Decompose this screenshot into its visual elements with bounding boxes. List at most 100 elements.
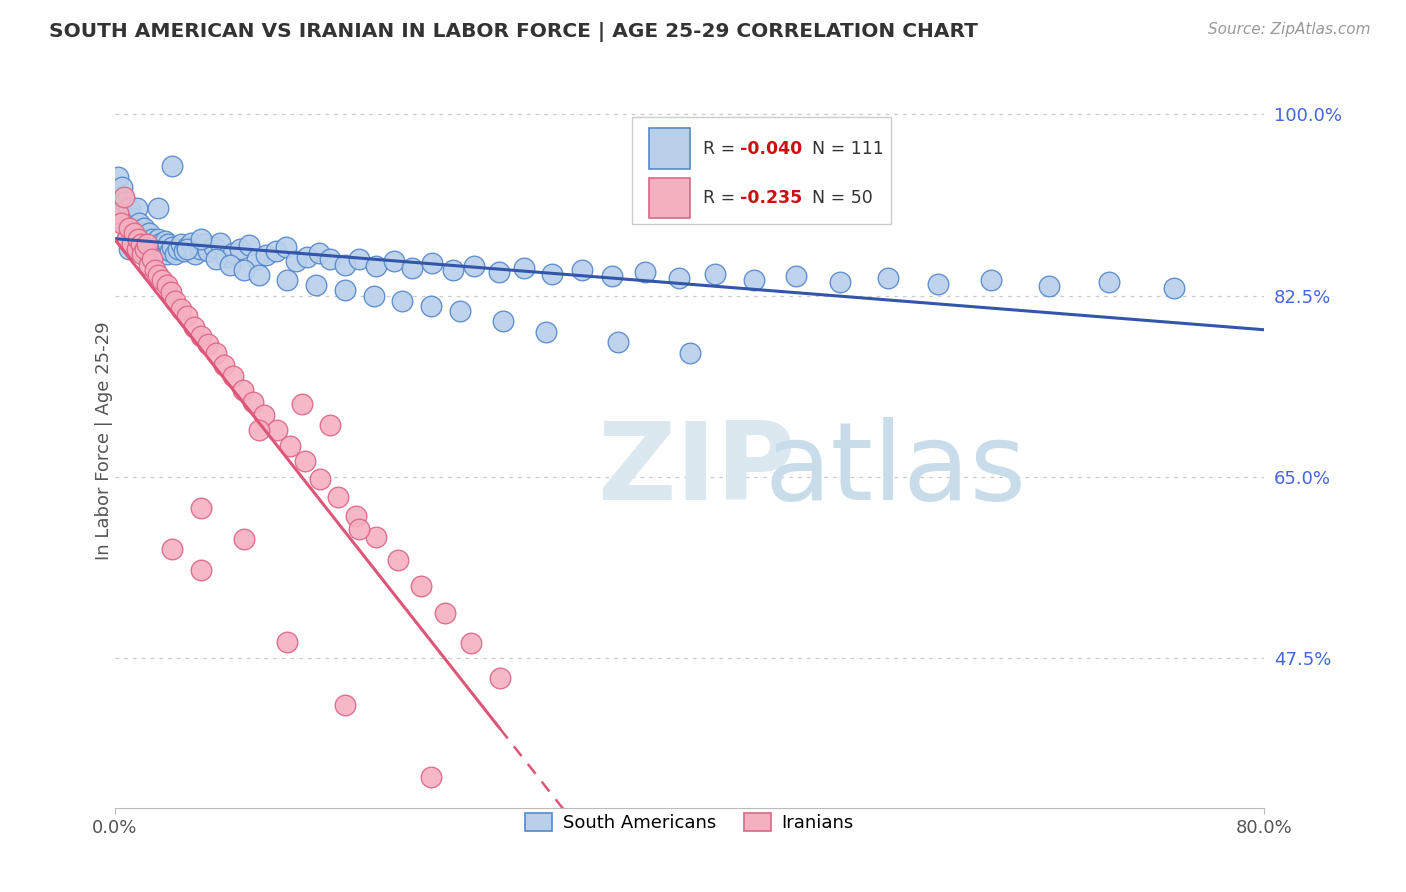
Point	[333, 698, 356, 712]
Point	[129, 236, 152, 251]
Point	[214, 250, 236, 264]
Point	[131, 247, 153, 261]
Point	[170, 236, 193, 251]
Point	[159, 244, 181, 258]
Point	[146, 201, 169, 215]
Point	[266, 423, 288, 437]
Point	[233, 262, 256, 277]
Point	[141, 252, 163, 267]
Text: N = 50: N = 50	[801, 189, 873, 207]
Point	[571, 262, 593, 277]
Point	[492, 314, 515, 328]
Point	[319, 252, 342, 267]
Text: ZIP: ZIP	[598, 417, 796, 523]
Point	[197, 337, 219, 351]
Point	[460, 636, 482, 650]
Point	[420, 299, 443, 313]
Point	[366, 530, 388, 544]
Point	[190, 329, 212, 343]
Point	[668, 271, 690, 285]
Point	[108, 190, 131, 204]
FancyBboxPatch shape	[633, 117, 890, 224]
Point	[308, 246, 330, 260]
Legend: South Americans, Iranians: South Americans, Iranians	[519, 805, 860, 839]
Point	[138, 258, 160, 272]
Point	[229, 242, 252, 256]
Point	[176, 310, 198, 324]
Point	[153, 238, 176, 252]
Point	[1038, 279, 1060, 293]
Point	[489, 671, 512, 685]
Point	[127, 242, 149, 256]
Point	[173, 244, 195, 258]
Point	[118, 201, 141, 215]
Point	[148, 240, 170, 254]
Point	[222, 369, 245, 384]
Point	[152, 273, 174, 287]
Point	[333, 258, 356, 272]
Point	[441, 262, 464, 277]
Point	[247, 268, 270, 282]
Point	[219, 258, 242, 272]
Point	[422, 256, 444, 270]
Point	[125, 242, 148, 256]
Point	[246, 252, 269, 267]
Point	[183, 319, 205, 334]
Text: -0.235: -0.235	[740, 189, 803, 207]
Point	[155, 234, 177, 248]
Point	[112, 216, 135, 230]
Point	[120, 227, 142, 241]
Point	[294, 454, 316, 468]
Point	[347, 522, 370, 536]
Point	[488, 265, 510, 279]
Point	[176, 240, 198, 254]
Point	[193, 236, 215, 251]
Point	[1163, 281, 1185, 295]
Point	[606, 335, 628, 350]
Point	[333, 284, 356, 298]
Point	[129, 236, 152, 251]
Point	[513, 260, 536, 275]
Point	[115, 232, 138, 246]
Point	[876, 271, 898, 285]
Point	[830, 275, 852, 289]
Point	[254, 248, 277, 262]
Point	[107, 169, 129, 184]
Point	[276, 635, 298, 649]
Point	[136, 236, 159, 251]
Point	[118, 242, 141, 256]
Point	[121, 236, 143, 251]
Point	[162, 159, 184, 173]
Point	[232, 383, 254, 397]
Point	[143, 262, 166, 277]
Point	[117, 211, 139, 225]
Point	[238, 238, 260, 252]
Point	[135, 232, 157, 246]
Text: R =: R =	[703, 189, 741, 207]
Point	[190, 563, 212, 577]
Point	[146, 268, 169, 282]
Point	[157, 236, 180, 251]
Point	[107, 206, 129, 220]
Point	[401, 260, 423, 275]
Text: Source: ZipAtlas.com: Source: ZipAtlas.com	[1208, 22, 1371, 37]
Point	[176, 242, 198, 256]
Point	[165, 247, 187, 261]
Point	[139, 236, 162, 251]
Point	[170, 301, 193, 316]
Point	[420, 770, 443, 784]
Point	[112, 190, 135, 204]
Point	[110, 216, 132, 230]
Point	[449, 304, 471, 318]
FancyBboxPatch shape	[650, 128, 689, 169]
Point	[190, 500, 212, 515]
Point	[135, 236, 157, 251]
Point	[162, 240, 184, 254]
Point	[1098, 275, 1121, 289]
Point	[143, 236, 166, 251]
Point	[382, 254, 405, 268]
Point	[122, 227, 145, 241]
Point	[122, 236, 145, 251]
Point	[534, 325, 557, 339]
Point	[110, 201, 132, 215]
